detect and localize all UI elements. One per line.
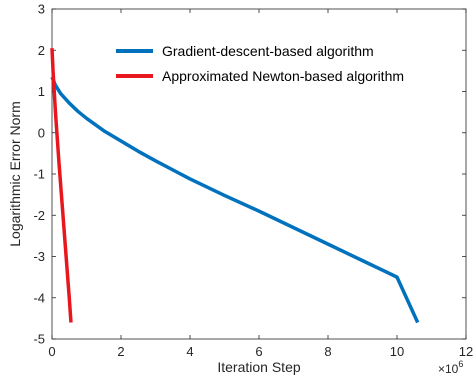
x-tick-label: 6 [255, 344, 262, 359]
x-tick-label: 8 [324, 344, 331, 359]
y-tick-label: 3 [38, 2, 45, 17]
y-tick-label: 2 [38, 43, 45, 58]
y-tick-label: -1 [33, 167, 45, 182]
x-exponent-label: ×106 [438, 359, 463, 376]
x-tick-label: 12 [459, 344, 473, 359]
x-tick-label: 2 [117, 344, 124, 359]
y-tick-label: -5 [33, 332, 45, 347]
series-line-1 [50, 48, 73, 323]
legend: Gradient-descent-based algorithm Approxi… [116, 43, 404, 84]
y-axis-label: Logarithmic Error Norm [7, 101, 23, 246]
y-tick-label: -4 [33, 290, 45, 305]
legend-label-gradient: Gradient-descent-based algorithm [162, 43, 374, 59]
x-exponent-power: 6 [458, 359, 463, 369]
series-line-0 [50, 76, 420, 324]
y-tick-label: -2 [33, 208, 45, 223]
series-layer [50, 48, 420, 324]
x-axis-label: Iteration Step [217, 359, 300, 375]
y-tick-label: -3 [33, 249, 45, 264]
x-exponent-base: ×10 [438, 362, 459, 376]
x-tick-label: 0 [48, 344, 55, 359]
x-tick-label: 10 [390, 344, 404, 359]
x-ticks: 0 2 4 6 8 10 12 [48, 9, 473, 359]
y-tick-label: 0 [38, 125, 45, 140]
legend-label-newton: Approximated Newton-based algorithm [162, 68, 404, 84]
plot-area [51, 8, 467, 340]
y-tick-label: 1 [38, 84, 45, 99]
x-tick-label: 4 [186, 344, 193, 359]
y-ticks: -5 -4 -3 -2 -1 0 1 2 3 [33, 2, 466, 347]
